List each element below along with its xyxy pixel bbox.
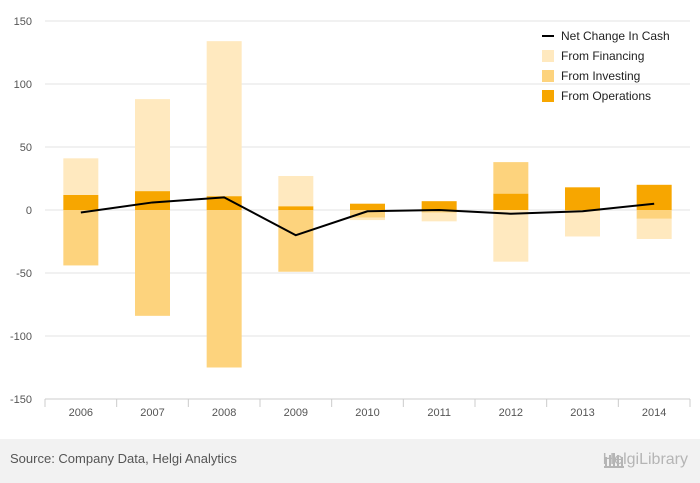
bar-from-operations-2007 — [135, 191, 170, 210]
y-tick-label: 100 — [14, 79, 32, 91]
legend-label: From Investing — [561, 69, 640, 83]
bar-from-financing-2014 — [636, 218, 672, 239]
y-tick-label: 0 — [26, 205, 32, 217]
y-tick-label: -150 — [10, 394, 32, 406]
bar-from-operations-2010 — [350, 203, 385, 210]
brand-name: HelgiLibrary — [602, 451, 688, 468]
bar-from-financing-2012 — [493, 210, 529, 262]
y-tick-label: 150 — [14, 16, 32, 28]
x-tick-label: 2010 — [355, 407, 379, 419]
legend-label: From Financing — [561, 49, 644, 63]
y-tick-label: -100 — [10, 331, 32, 343]
bar-from-investing-2011 — [421, 210, 457, 213]
bar-from-financing-2010 — [350, 217, 385, 221]
legend-swatch-box — [542, 50, 554, 62]
bar-from-operations-2006 — [63, 194, 99, 210]
x-tick-label: 2009 — [284, 407, 308, 419]
legend-label: From Operations — [561, 89, 651, 103]
bar-from-operations-2013 — [565, 187, 600, 210]
bar-from-operations-2008 — [206, 196, 242, 210]
legend-label: Net Change In Cash — [561, 29, 670, 43]
bar-from-investing-2014 — [636, 210, 672, 219]
footer-bar: Source: Company Data, Helgi Analytics He… — [0, 439, 700, 483]
bar-from-operations-2012 — [493, 193, 529, 210]
bar-from-financing-2006 — [63, 158, 99, 195]
bar-from-operations-2011 — [421, 201, 457, 210]
legend-swatch-box — [542, 90, 554, 102]
legend-swatch-box — [542, 70, 554, 82]
bar-from-investing-2010 — [350, 210, 385, 218]
bar-from-financing-2007 — [135, 99, 170, 192]
source-note: Source: Company Data, Helgi Analytics — [10, 451, 237, 466]
bar-from-investing-2006 — [63, 210, 99, 266]
library-icon — [603, 453, 624, 468]
bar-from-financing-2011 — [421, 212, 457, 222]
bar-from-investing-2008 — [206, 210, 242, 368]
x-tick-label: 2013 — [570, 407, 594, 419]
x-tick-label: 2014 — [642, 407, 666, 419]
bar-from-financing-2009 — [278, 175, 314, 207]
x-tick-label: 2011 — [427, 407, 451, 419]
brand-logo: HelgiLibrary — [603, 449, 688, 471]
x-tick-label: 2007 — [140, 407, 164, 419]
bar-from-financing-2008 — [206, 41, 242, 197]
bar-from-financing-2013 — [565, 211, 600, 237]
bar-from-investing-2012 — [493, 162, 529, 194]
bar-from-investing-2009 — [278, 210, 314, 272]
chart-svg: 150 100 50 0 -50 -100 -150 2006 2007 2008 2009 2010… — [10, 16, 691, 419]
y-tick-label: -50 — [16, 268, 32, 280]
x-tick-label: 2006 — [69, 407, 93, 419]
bar-from-investing-2007 — [135, 210, 170, 316]
bar-from-operations-2014 — [636, 184, 672, 210]
bar-from-operations-2009 — [278, 206, 314, 210]
x-tick-label: 2008 — [212, 407, 236, 419]
y-tick-label: 50 — [20, 142, 32, 154]
x-tick-label: 2012 — [499, 407, 523, 419]
